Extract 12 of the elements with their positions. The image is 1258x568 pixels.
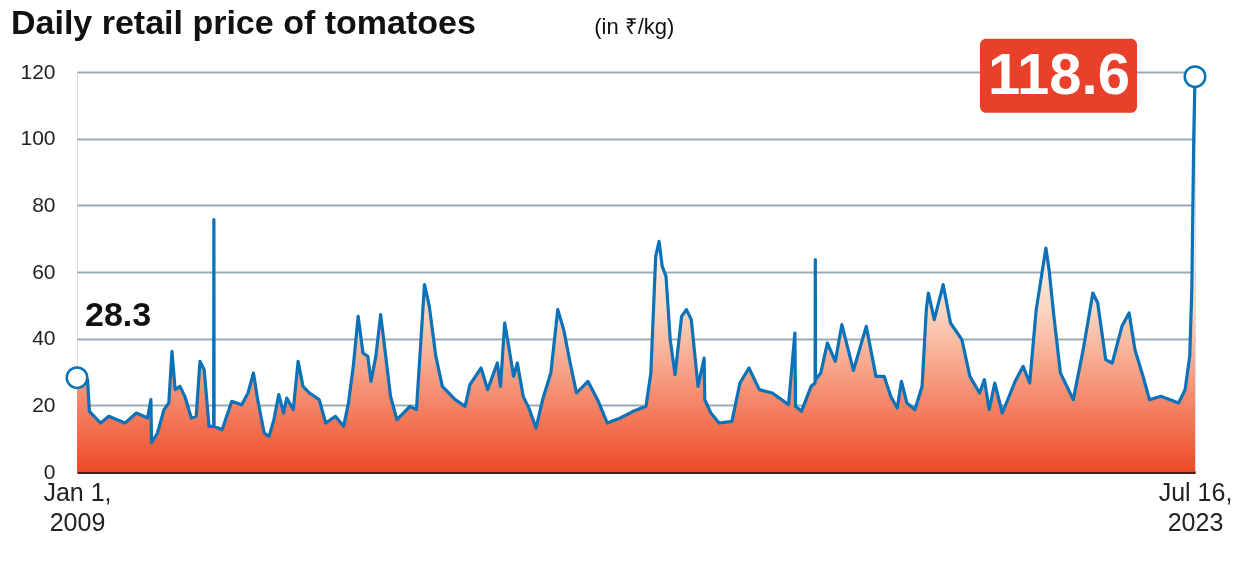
y-tick-label: 20 bbox=[32, 392, 56, 416]
chart-title: Daily retail price of tomatoes bbox=[11, 3, 476, 41]
y-tick-label: 100 bbox=[20, 126, 56, 150]
chart-subtitle: (in ₹/kg) bbox=[594, 14, 675, 39]
y-tick-label: 60 bbox=[32, 259, 56, 283]
annotation: 28.3 bbox=[85, 294, 152, 333]
annotation: 118.6 bbox=[988, 40, 1130, 106]
y-tick-label: 0 bbox=[43, 459, 56, 483]
y-tick-label: 120 bbox=[20, 59, 56, 83]
y-tick-label: 80 bbox=[32, 192, 56, 216]
y-tick-label: 40 bbox=[32, 326, 56, 350]
x-tick-label: Jul 16, 2023 bbox=[1158, 477, 1233, 536]
